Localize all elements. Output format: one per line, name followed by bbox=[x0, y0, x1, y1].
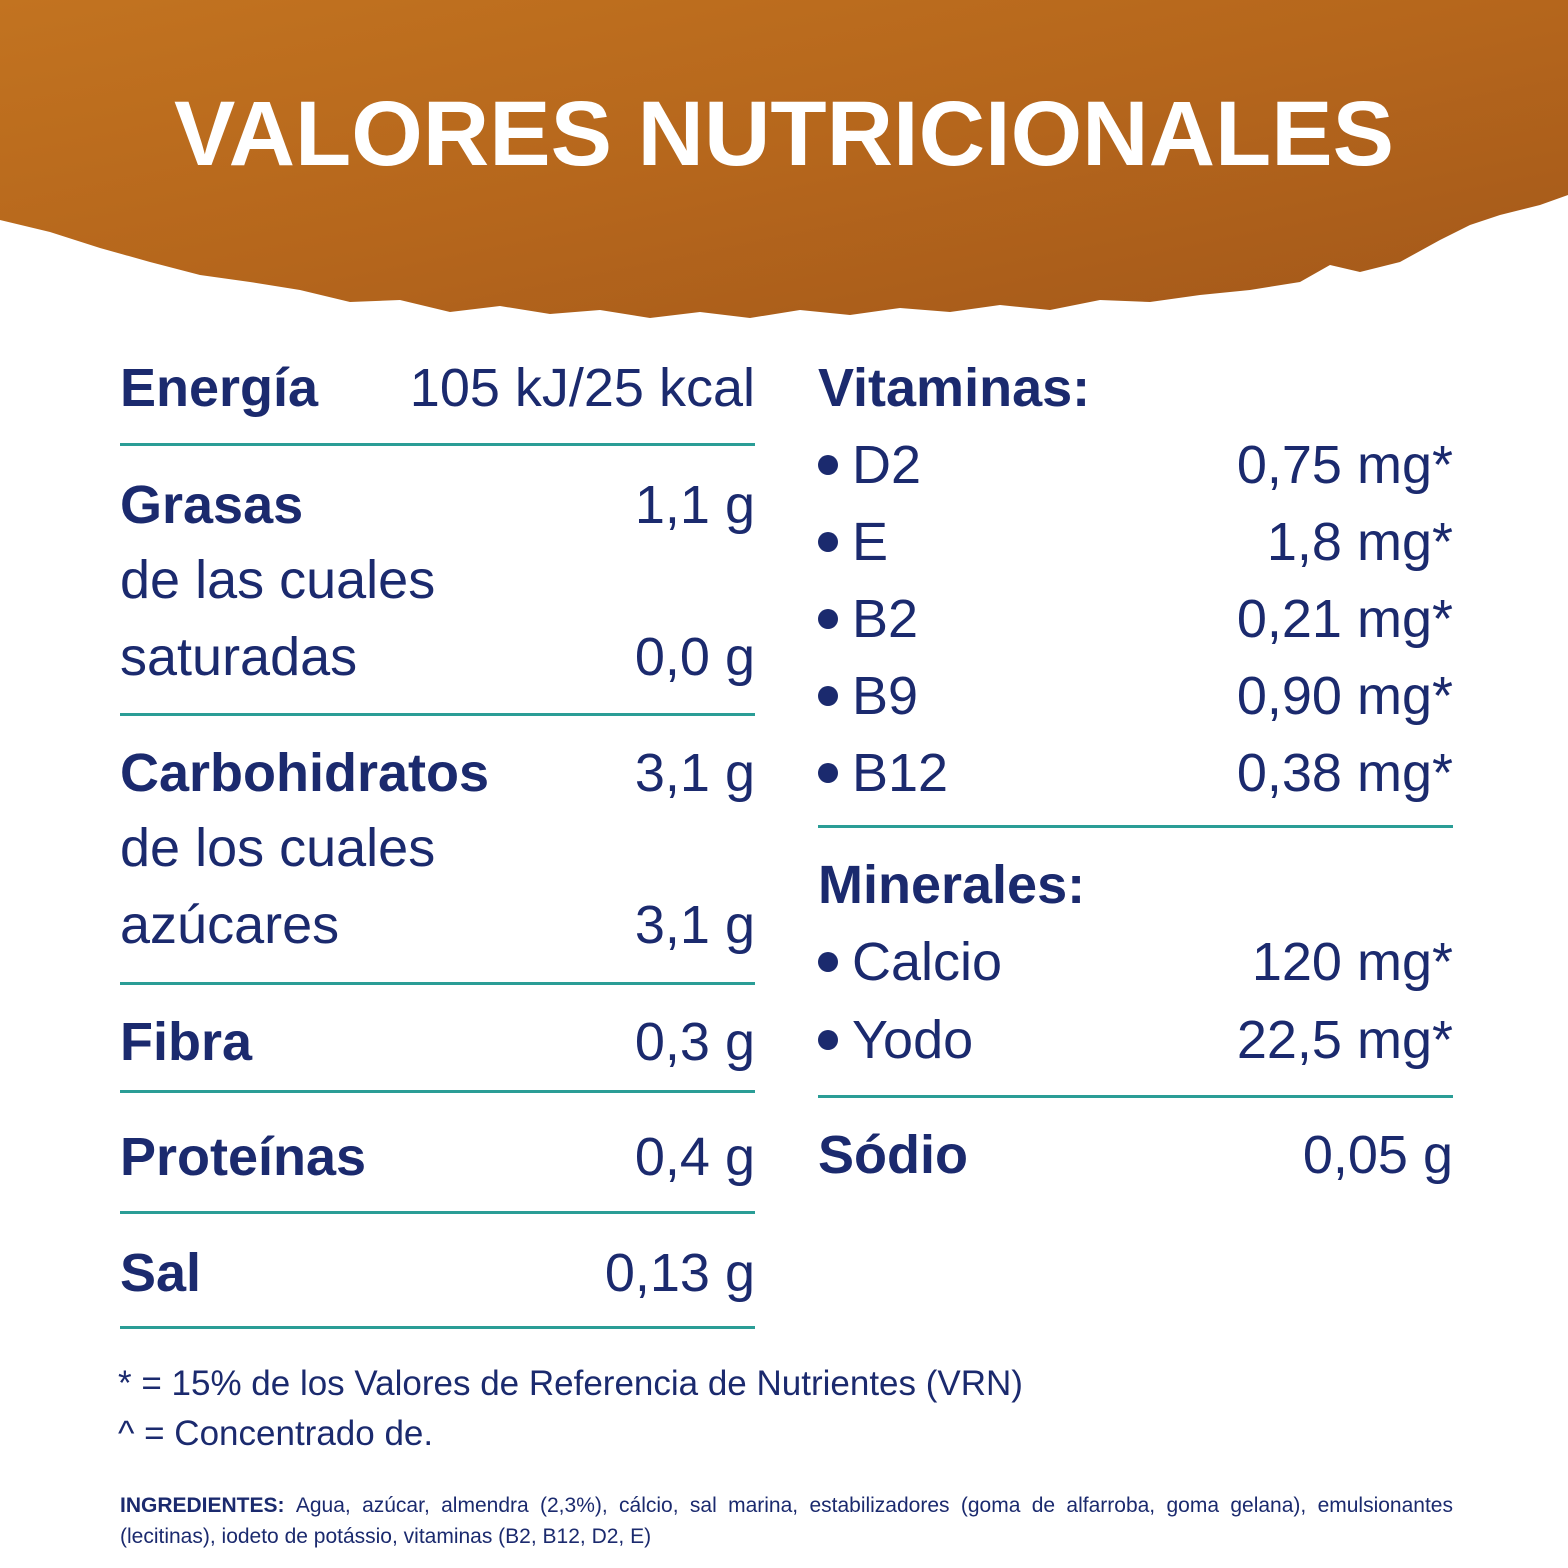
row: D2 0,75 mg* bbox=[818, 430, 1453, 500]
label: Proteínas bbox=[120, 1127, 367, 1187]
brush-stroke bbox=[0, 0, 1568, 318]
label: Sódio bbox=[818, 1125, 968, 1185]
heading: Vitaminas: bbox=[818, 353, 1453, 423]
label: azúcares bbox=[120, 895, 340, 955]
value: 0,21 mg* bbox=[1236, 589, 1453, 649]
value: 120 mg* bbox=[1251, 932, 1453, 992]
value: 0,3 g bbox=[634, 1012, 755, 1072]
footnote: ^ = Concentrado de. bbox=[118, 1414, 434, 1453]
divider bbox=[120, 1090, 755, 1093]
label: D2 bbox=[852, 435, 922, 495]
row: Sódio 0,05 g bbox=[818, 1120, 1453, 1190]
value: 1,8 mg* bbox=[1266, 512, 1453, 572]
heading: Minerales: bbox=[818, 850, 1453, 920]
label: Grasas bbox=[120, 475, 304, 535]
row: E 1,8 mg* bbox=[818, 507, 1453, 577]
sub-row: de las cuales bbox=[120, 545, 755, 615]
value: 22,5 mg* bbox=[1236, 1010, 1453, 1070]
sub-row: azúcares 3,1 g bbox=[120, 890, 755, 960]
label: Yodo bbox=[852, 1010, 974, 1070]
label: Minerales: bbox=[818, 855, 1086, 915]
value: 0,4 g bbox=[634, 1127, 755, 1187]
sub-row: saturadas 0,0 g bbox=[120, 622, 755, 692]
row: Fibra 0,3 g bbox=[120, 1007, 755, 1077]
sub-row: de los cuales bbox=[120, 813, 755, 883]
bullet bbox=[818, 762, 838, 783]
bullet bbox=[818, 531, 838, 552]
label: E bbox=[852, 512, 889, 572]
bullet bbox=[818, 951, 838, 972]
divider bbox=[818, 1095, 1453, 1098]
row: Yodo 22,5 mg* bbox=[818, 1005, 1453, 1075]
label: B12 bbox=[852, 743, 949, 803]
row: Proteínas 0,4 g bbox=[120, 1122, 755, 1192]
divider bbox=[120, 1326, 755, 1329]
row: B2 0,21 mg* bbox=[818, 584, 1453, 654]
bullet bbox=[818, 608, 838, 629]
value: 0,0 g bbox=[634, 627, 755, 687]
bullet bbox=[818, 1029, 838, 1050]
row: Energía 105 kJ/25 kcal bbox=[120, 353, 755, 423]
value: 0,13 g bbox=[604, 1243, 755, 1303]
divider bbox=[818, 825, 1453, 828]
row: Sal 0,13 g bbox=[120, 1238, 755, 1308]
footnote: * = 15% de los Valores de Referencia de … bbox=[118, 1364, 1023, 1403]
ingredients-heading: INGREDIENTES: bbox=[120, 1494, 285, 1517]
divider bbox=[120, 982, 755, 985]
ingredients-text: Agua, azúcar, almendra (2,3%), cálcio, s… bbox=[120, 1494, 1453, 1548]
value: 0,38 mg* bbox=[1236, 743, 1453, 803]
label: Energía bbox=[120, 358, 319, 418]
label: B2 bbox=[852, 589, 919, 649]
label: Calcio bbox=[852, 932, 1003, 992]
label: Carbohidratos bbox=[120, 743, 490, 803]
row: B9 0,90 mg* bbox=[818, 661, 1453, 731]
row: Grasas 1,1 g bbox=[120, 470, 755, 540]
value: 3,1 g bbox=[634, 895, 755, 955]
title: VALORES NUTRICIONALES bbox=[174, 83, 1394, 185]
value: 105 kJ/25 kcal bbox=[409, 358, 755, 418]
bullet bbox=[818, 685, 838, 706]
ingredients: INGREDIENTES: Agua, azúcar, almendra (2,… bbox=[120, 1490, 1453, 1552]
divider bbox=[120, 1211, 755, 1214]
label: de los cuales bbox=[120, 818, 436, 878]
label: B9 bbox=[852, 666, 919, 726]
value: 0,90 mg* bbox=[1236, 666, 1453, 726]
value: 0,05 g bbox=[1302, 1125, 1453, 1185]
label: Fibra bbox=[120, 1012, 253, 1072]
value: 3,1 g bbox=[634, 743, 755, 803]
bullet bbox=[818, 454, 838, 475]
value: 0,75 mg* bbox=[1236, 435, 1453, 495]
divider bbox=[120, 713, 755, 716]
row: Calcio 120 mg* bbox=[818, 927, 1453, 997]
row: B12 0,38 mg* bbox=[818, 738, 1453, 808]
header-band: VALORES NUTRICIONALES bbox=[0, 0, 1568, 318]
label: saturadas bbox=[120, 627, 358, 687]
label: Vitaminas: bbox=[818, 358, 1091, 418]
divider bbox=[120, 443, 755, 446]
label: de las cuales bbox=[120, 550, 436, 610]
value: 1,1 g bbox=[634, 475, 755, 535]
label: Sal bbox=[120, 1243, 202, 1303]
row: Carbohidratos 3,1 g bbox=[120, 738, 755, 808]
